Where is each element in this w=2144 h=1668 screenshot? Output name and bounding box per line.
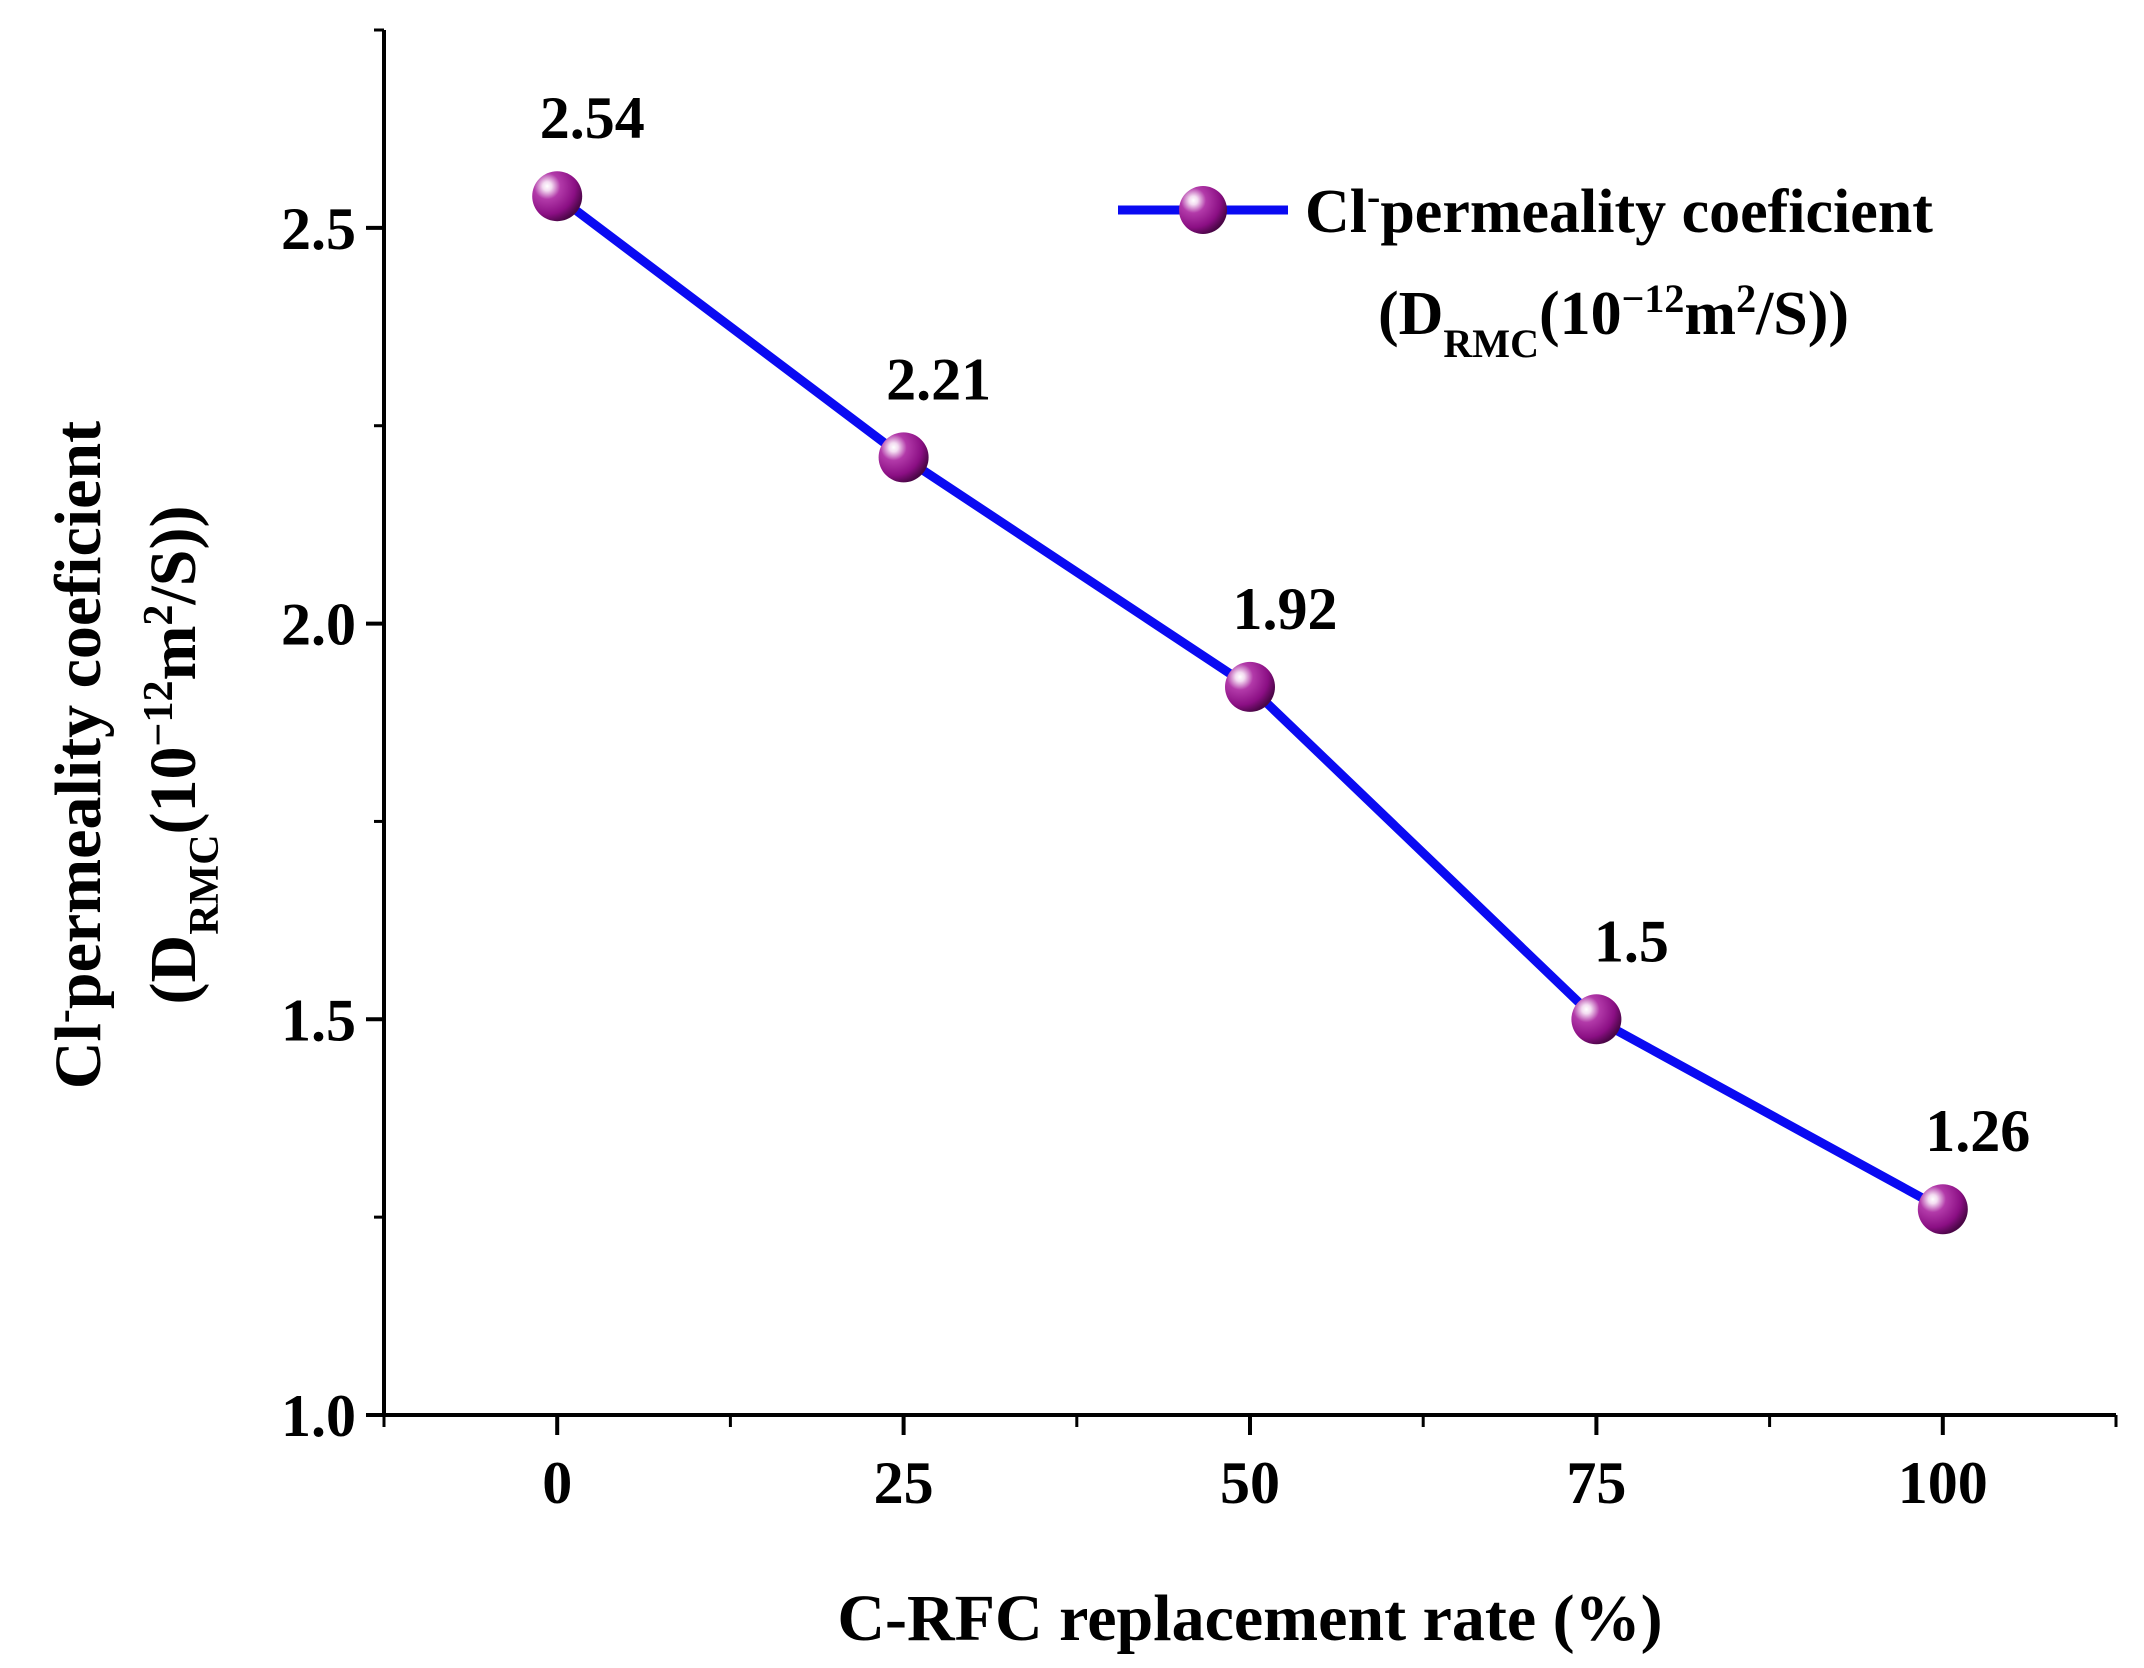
y-tick-label: 1.5: [281, 987, 356, 1053]
svg-text:Cl-permeality coeficient: Cl-permeality coeficient: [41, 421, 115, 1089]
y-title-rest: permeality coeficient: [42, 421, 115, 1009]
x-axis-title: C-RFC replacement rate (%): [837, 1582, 1662, 1655]
series-line: [532, 171, 1968, 1235]
y-title-exp: −12: [136, 681, 182, 747]
y-title-unit: m: [137, 626, 210, 681]
svg-text:Cl-permeality coeficient: Cl-permeality coeficient: [1305, 174, 1933, 247]
legend-rest: permeality coeficient: [1380, 178, 1933, 246]
y-ticks: 1.0 1.5 2.0 2.5: [281, 28, 384, 1449]
x-tick-label: 50: [1220, 1450, 1280, 1516]
y-title-paren: (10: [137, 746, 210, 834]
y-title-cl: Cl: [42, 1023, 115, 1089]
legend-sub: RMC: [1443, 321, 1539, 366]
data-value-label: 1.5: [1594, 908, 1669, 974]
y-title-open: (D: [137, 935, 210, 1005]
x-tick-label: 0: [542, 1450, 572, 1516]
x-ticks: 0 25 50 75 100: [382, 1415, 2118, 1516]
legend-close: /S)): [1755, 280, 1849, 348]
data-value-label: 2.21: [886, 346, 991, 412]
data-point-marker: [1917, 1184, 1968, 1235]
data-point-marker: [532, 171, 583, 222]
legend-paren: (10: [1539, 280, 1622, 348]
x-tick-label: 100: [1898, 1450, 1988, 1516]
legend-cl-sup: -: [1367, 174, 1380, 219]
y-axis-title: Cl-permeality coeficient (DRMC(10−12m2/S…: [41, 421, 228, 1089]
data-value-label: 2.54: [540, 85, 645, 151]
legend-cl: Cl: [1305, 178, 1367, 246]
x-tick-label: 75: [1566, 1450, 1626, 1516]
data-labels: 2.54 2.21 1.92 1.5 1.26: [540, 85, 2031, 1164]
y-title-unit-exp: 2: [136, 605, 182, 626]
legend-marker: [1179, 186, 1227, 234]
svg-text:(DRMC(10−12m2/S)): (DRMC(10−12m2/S)): [136, 506, 228, 1005]
legend: Cl-permeality coeficient (DRMC(10−12m2/S…: [1118, 174, 1933, 366]
legend-open: (D: [1378, 280, 1443, 348]
legend-exp: −12: [1622, 276, 1685, 321]
y-tick-label: 2.5: [281, 196, 356, 262]
legend-unit-exp: 2: [1736, 276, 1756, 321]
svg-text:(DRMC(10−12m2/S)): (DRMC(10−12m2/S)): [1378, 276, 1849, 366]
data-point-marker: [1225, 661, 1275, 712]
y-tick-label: 1.0: [281, 1383, 356, 1449]
data-point-marker: [878, 432, 929, 483]
y-tick-label: 2.0: [281, 592, 356, 658]
y-title-sub: RMC: [182, 834, 228, 934]
x-tick-label: 25: [874, 1450, 934, 1516]
data-point-marker: [1571, 994, 1622, 1045]
y-title-cl-sup: -: [41, 1009, 87, 1023]
data-value-label: 1.26: [1925, 1098, 2030, 1164]
data-value-label: 1.92: [1233, 576, 1338, 642]
legend-unit: m: [1684, 280, 1736, 348]
y-title-close: /S)): [137, 506, 210, 606]
